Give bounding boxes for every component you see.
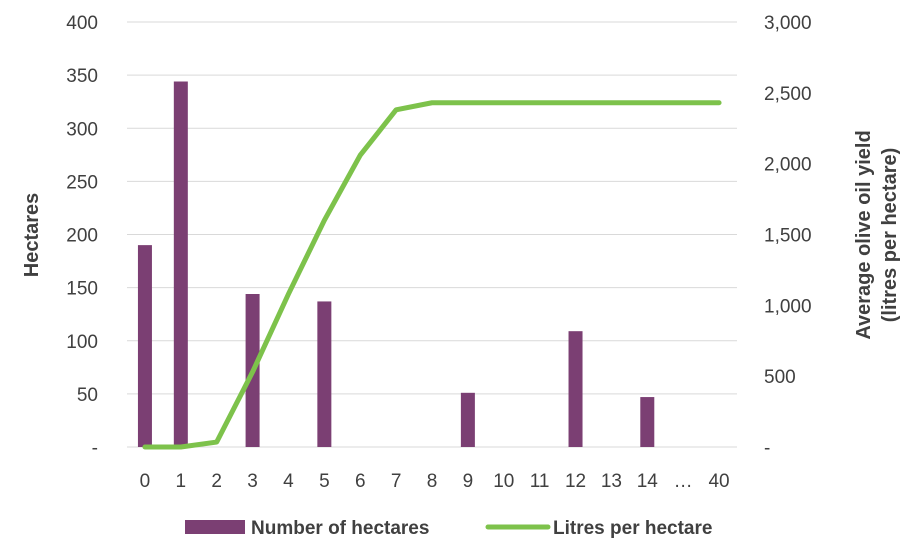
y2-tick-label: - — [764, 438, 770, 459]
x-tick-label: 5 — [319, 471, 330, 492]
bar — [173, 81, 188, 447]
x-axis-ticks: 0 1 2 3 4 5 6 7 8 9 10 11 12 13 14… 40 — [140, 471, 730, 492]
y2-axis-title-line2: (litres per hectare) — [879, 148, 901, 323]
x-tick-label: 3 — [247, 471, 258, 492]
x-tick-label: 4 — [283, 471, 294, 492]
left-axis-ticks: - 50 100 150 200 250 300 350 400 — [66, 13, 98, 459]
bar — [460, 392, 475, 447]
y2-axis-title-line1: Average olive oil yield — [853, 130, 875, 339]
y-tick-label: 400 — [66, 13, 98, 34]
y2-tick-label: 2,000 — [764, 155, 812, 176]
line-series — [142, 100, 722, 450]
y-tick-label: 350 — [66, 66, 98, 87]
legend: Number of hectares Litres per hectare — [185, 518, 712, 539]
y2-tick-label: 500 — [764, 367, 796, 388]
right-axis-ticks: - 500 1,000 1,500 2,000 2,500 3,000 — [764, 13, 812, 459]
y2-tick-label: 1,500 — [764, 226, 812, 247]
series-line — [142, 100, 722, 450]
x-tick-label: 40 — [708, 471, 729, 492]
x-tick-label: 8 — [427, 471, 438, 492]
y2-tick-label: 3,000 — [764, 13, 812, 34]
x-tick-label: 9 — [463, 471, 474, 492]
x-tick-label: 10 — [493, 471, 514, 492]
y2-tick-label: 2,500 — [764, 84, 812, 105]
y-tick-label: 200 — [66, 226, 98, 247]
y-tick-label: 100 — [66, 332, 98, 353]
y-tick-label: 300 — [66, 119, 98, 140]
y-tick-label: 50 — [77, 385, 98, 406]
x-tick-label: 11 — [530, 471, 550, 492]
x-tick-label: 7 — [391, 471, 402, 492]
x-tick-label: 6 — [355, 471, 366, 492]
x-tick-label: 14 — [637, 471, 659, 492]
bar-series — [137, 81, 655, 447]
gridlines — [127, 21, 737, 448]
y-tick-label: 150 — [66, 279, 98, 300]
y-tick-label: - — [92, 438, 98, 459]
y-tick-label: 250 — [66, 172, 98, 193]
x-tick-label: 12 — [565, 471, 586, 492]
x-tick-label: … — [674, 471, 693, 492]
x-tick-label: 1 — [176, 471, 187, 492]
legend-label-line: Litres per hectare — [553, 518, 712, 539]
x-tick-label: 2 — [211, 471, 222, 492]
bar — [568, 331, 583, 447]
bar — [137, 245, 152, 447]
legend-swatch-bar — [185, 520, 245, 534]
y-axis-title: Hectares — [21, 193, 43, 278]
bar — [317, 301, 332, 447]
x-tick-label: 0 — [140, 471, 151, 492]
x-tick-label: 13 — [601, 471, 622, 492]
y2-tick-label: 1,000 — [764, 296, 812, 317]
bar — [640, 397, 655, 447]
legend-label-bar: Number of hectares — [251, 518, 429, 539]
